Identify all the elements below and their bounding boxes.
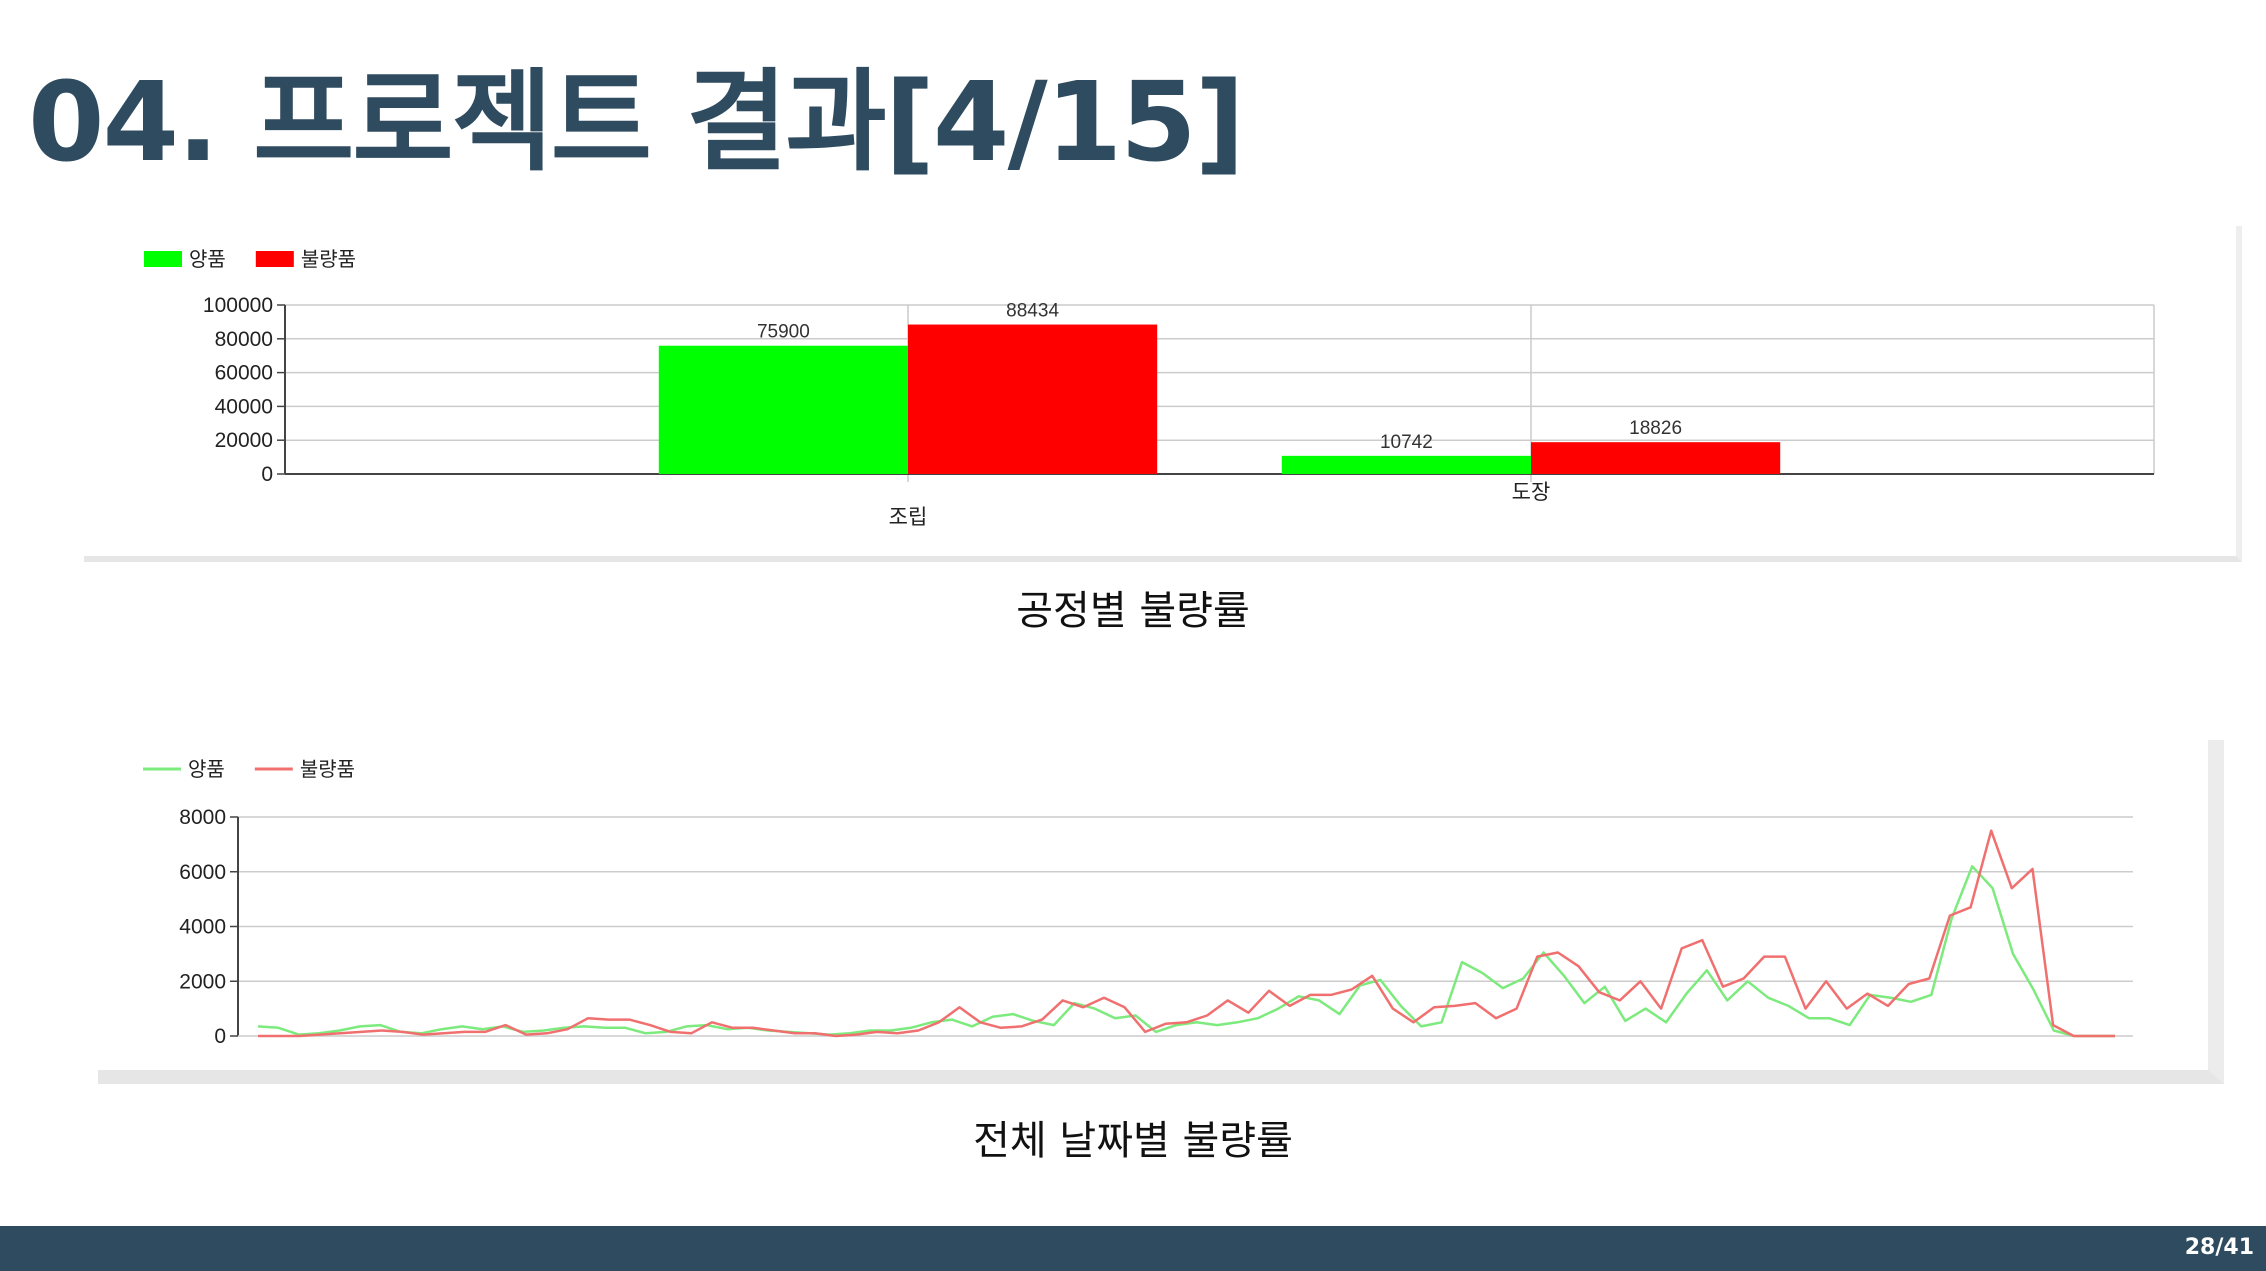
daily-defect-line-chart: 양품 불량품 8000 6000 4000 2000 0 — [143, 758, 2133, 1048]
line-chart-panel: 양품 불량품 8000 6000 4000 2000 0 — [98, 740, 2224, 1084]
y-tick-label: 4000 — [179, 916, 226, 939]
y-tick-label: 100000 — [203, 294, 273, 317]
y-tick-label: 0 — [261, 463, 273, 486]
legend-label-0: 양품 — [189, 248, 226, 271]
x-category-label: 조립 — [889, 506, 928, 529]
y-tick-label: 6000 — [179, 861, 226, 884]
y-tick-label: 0 — [214, 1025, 226, 1048]
defect-by-process-bar-chart: 양품 불량품 100000 80000 60000 40000 20000 0 75900 8… — [144, 248, 2155, 529]
bar-chart-bars: 75900 88434 10742 18826 — [658, 301, 1781, 474]
series-line-1 — [258, 829, 2115, 1038]
legend-swatch-1 — [255, 251, 294, 267]
bar-chart-legend: 양품 불량품 — [144, 248, 356, 271]
bar-chart-grid — [285, 304, 2155, 482]
bar-0-1 — [908, 324, 1158, 474]
line-chart-caption: 전체 날짜별 불량률 — [973, 1118, 1293, 1164]
bar-chart-y-axis: 100000 80000 60000 40000 20000 0 — [203, 294, 2154, 486]
bar-value-label: 75900 — [757, 322, 810, 343]
line-chart-series — [257, 829, 2115, 1038]
legend-label-0: 양품 — [188, 758, 225, 781]
footer-bar: 28/41 — [0, 1226, 2266, 1271]
slide-title: 04. 프로젝트 결과[4/15] — [28, 58, 1245, 186]
y-tick-label: 80000 — [215, 328, 273, 351]
bar-0-0 — [658, 345, 908, 474]
bar-chart-x-labels: 조립 도장 — [889, 481, 1551, 529]
bar-chart-caption: 공정별 불량률 — [1016, 588, 1250, 634]
line-chart-y-axis: 8000 6000 4000 2000 0 — [179, 806, 2133, 1048]
bar-1-0 — [1281, 455, 1531, 474]
y-tick-label: 2000 — [179, 970, 226, 993]
legend-swatch-0 — [144, 251, 182, 267]
series-line-0 — [257, 865, 2115, 1038]
bar-value-label: 18826 — [1629, 418, 1682, 439]
bar-chart-panel: 양품 불량품 100000 80000 60000 40000 20000 0 75900 8… — [84, 226, 2242, 562]
x-category-label: 도장 — [1512, 481, 1551, 504]
bar-value-label: 88434 — [1006, 301, 1059, 322]
page-number: 28/41 — [2184, 1235, 2254, 1260]
line-chart-grid — [238, 816, 2133, 982]
bar-value-label: 10742 — [1380, 432, 1433, 453]
y-tick-label: 20000 — [215, 429, 273, 452]
legend-label-1: 불량품 — [300, 758, 355, 781]
y-tick-label: 60000 — [215, 362, 273, 385]
line-chart-legend: 양품 불량품 — [143, 758, 355, 781]
y-tick-label: 40000 — [215, 395, 273, 418]
y-tick-label: 8000 — [179, 806, 226, 829]
legend-label-1: 불량품 — [301, 248, 356, 271]
bar-1-1 — [1531, 442, 1781, 474]
